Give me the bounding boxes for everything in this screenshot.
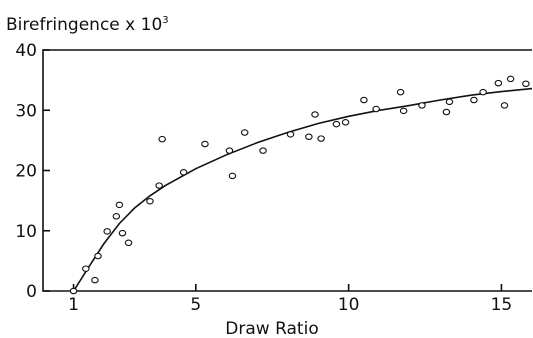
data-point [103,228,111,235]
data-point [155,182,163,189]
data-points [69,75,530,295]
data-point [470,96,478,104]
data-point [240,129,249,136]
data-point [445,98,454,106]
data-point [112,213,121,220]
data-point [506,75,515,83]
data-point [286,131,295,138]
data-point [332,120,341,128]
y-axis-title: Birefringence x 103 [6,15,169,35]
fit-curve [72,87,533,292]
data-point [522,80,530,87]
y-tick-label: 0 [26,282,37,302]
data-point [91,276,99,284]
data-point [118,229,127,237]
data-point [305,133,313,141]
data-point [201,140,209,148]
plot-border [42,49,532,292]
x-tick-label: 10 [338,295,360,315]
x-tick-label: 5 [190,295,201,315]
data-point [311,111,319,118]
x-tick-label: 15 [491,295,513,315]
x-tick-label: 1 [68,295,79,315]
data-point [360,96,368,104]
data-point [442,108,451,116]
data-point [179,169,188,176]
data-point [479,88,487,96]
data-point [228,172,237,180]
y-tick-label: 30 [15,101,37,121]
data-point [146,197,154,205]
y-tick-label: 40 [15,41,37,61]
data-point [494,79,503,87]
data-point [396,88,405,96]
data-point [82,265,90,272]
data-point [259,147,267,154]
data-point [124,239,133,247]
data-point [317,135,325,142]
data-point [418,102,426,109]
data-point [69,287,78,295]
x-axis-title: Draw Ratio [225,319,318,338]
data-point [115,201,124,209]
data-point [399,107,408,115]
y-tick-label: 20 [15,162,37,182]
data-point [158,135,166,143]
data-point [225,147,234,154]
data-point [94,252,102,260]
data-point [372,105,380,113]
data-point [341,119,350,126]
fit-curve-layer [72,87,533,292]
data-point [500,102,509,109]
y-tick-label: 10 [15,222,37,242]
plot-frame [42,49,532,292]
